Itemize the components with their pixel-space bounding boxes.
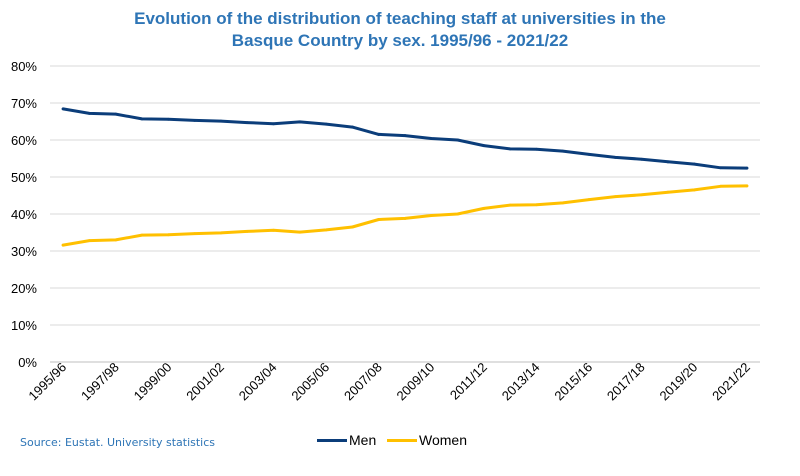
chart-title-line-2: Basque Country by sex. 1995/96 - 2021/22 (231, 31, 569, 50)
data-point-men (272, 122, 275, 126)
data-point-women (298, 230, 302, 234)
data-point-women (640, 193, 644, 197)
data-point-women (456, 212, 459, 216)
x-tick-label: 1997/98 (78, 360, 122, 404)
x-tick-label: 2001/02 (183, 360, 227, 404)
data-point-women (351, 225, 354, 229)
data-point-men (429, 137, 433, 140)
data-point-men (403, 134, 407, 137)
data-point-men (587, 153, 591, 156)
data-point-men (245, 121, 249, 125)
data-point-men (324, 122, 328, 126)
x-tick-label: 2015/16 (551, 360, 595, 404)
data-point-women (745, 184, 749, 188)
y-tick-label: 30% (11, 244, 37, 259)
x-tick-label: 2013/14 (499, 360, 543, 404)
data-point-women (666, 190, 670, 194)
x-tick-label: 2021/22 (709, 360, 753, 404)
data-point-men (508, 147, 512, 151)
legend-label-men: Men (349, 432, 377, 448)
data-point-women (324, 228, 328, 232)
data-point-women (114, 238, 118, 242)
data-point-women (140, 233, 144, 237)
y-tick-label: 10% (11, 318, 37, 333)
data-point-women (88, 239, 91, 243)
data-point-men (166, 117, 170, 121)
data-point-women (61, 243, 65, 247)
x-tick-label: 2007/08 (341, 360, 385, 404)
x-tick-label: 2019/20 (657, 360, 701, 404)
data-point-men (482, 144, 486, 147)
y-tick-label: 50% (11, 170, 37, 185)
data-point-men (535, 147, 538, 151)
data-point-men (298, 120, 302, 124)
y-tick-label: 40% (11, 207, 37, 222)
series-line-men (61, 107, 749, 170)
x-tick-label: 2005/06 (288, 360, 332, 404)
data-point-men (745, 166, 749, 170)
data-point-men (219, 119, 223, 123)
data-point-women (482, 207, 486, 210)
data-point-women (429, 214, 433, 217)
legend-swatch-women (387, 438, 417, 442)
data-point-women (508, 203, 512, 207)
data-point-women (272, 228, 275, 232)
x-tick-label: 2011/12 (447, 360, 490, 403)
data-point-men (193, 118, 197, 122)
data-point-women (193, 232, 197, 236)
data-point-men (719, 166, 722, 170)
data-point-women (166, 233, 170, 237)
data-point-men (351, 125, 354, 129)
y-tick-label: 0% (18, 355, 37, 370)
y-tick-label: 70% (11, 96, 37, 111)
y-tick-label: 80% (11, 59, 37, 74)
data-point-women (403, 217, 407, 220)
data-point-men (692, 162, 696, 166)
x-tick-label: 2009/10 (394, 360, 438, 404)
legend-item-women: Women (387, 432, 467, 448)
data-point-women (692, 188, 696, 192)
data-point-women (245, 229, 249, 233)
data-point-men (377, 133, 381, 136)
legend-label-women: Women (419, 432, 467, 448)
x-tick-label: 1999/00 (131, 360, 175, 404)
legend-item-men: Men (317, 432, 376, 448)
data-point-women (561, 201, 565, 205)
data-point-men (88, 111, 91, 115)
x-tick-label: 2017/18 (604, 360, 648, 404)
y-tick-label: 60% (11, 133, 37, 148)
line-chart: 0%10%20%30%40%50%60%70%80%1995/96 1997/98… (11, 59, 760, 404)
data-point-men (456, 138, 459, 142)
data-point-men (61, 107, 65, 111)
data-point-women (613, 195, 617, 199)
data-point-men (140, 117, 144, 121)
legend-swatch-men (317, 438, 347, 442)
data-point-women (219, 231, 223, 235)
y-tick-label: 20% (11, 281, 37, 296)
data-point-women (719, 184, 722, 188)
legend: Men Women (0, 432, 800, 450)
source-note: Source: Eustat. University statistics (20, 436, 216, 449)
chart-title-line-1: Evolution of the distribution of teachin… (134, 9, 666, 28)
x-tick-label: 2003/04 (236, 360, 280, 404)
chart-title: Evolution of the distribution of teachin… (0, 8, 800, 52)
data-point-women (377, 218, 381, 221)
series-line-women (61, 184, 749, 247)
data-point-men (613, 155, 617, 159)
data-point-men (114, 112, 118, 116)
data-point-women (535, 203, 538, 207)
data-point-men (640, 157, 644, 161)
data-point-men (666, 160, 670, 164)
data-point-men (561, 149, 565, 153)
data-point-women (587, 198, 591, 201)
